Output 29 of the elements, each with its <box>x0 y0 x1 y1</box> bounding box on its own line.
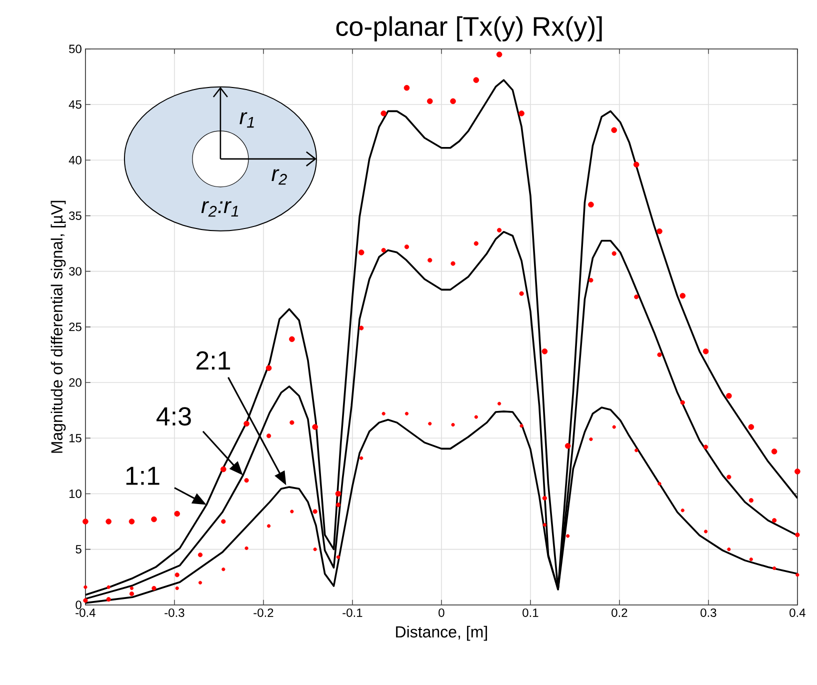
x-tick-label: -0.1 <box>342 608 362 617</box>
x-tick-label: -0.2 <box>254 608 274 617</box>
y-tick-label: 10 <box>69 489 82 498</box>
y-tick-label: 25 <box>69 322 82 332</box>
x-tick-label: -0.3 <box>164 608 184 617</box>
annotation: 4:3 <box>156 407 191 426</box>
y-tick-label: 15 <box>69 434 82 442</box>
chart-title: co-planar [Tx(y) Rx(y)] <box>336 16 602 42</box>
y-axis-title: Magnitude of differential signal, [µV] <box>50 200 66 453</box>
x-tick-label: 0.4 <box>790 608 806 617</box>
x-tick-label: 0.3 <box>700 608 716 617</box>
annotation: 1:1 <box>126 466 160 485</box>
y-tick-label: 45 <box>68 100 82 109</box>
y-tick-label: 30 <box>69 267 82 276</box>
annotation: r$_{1}$ <box>240 112 254 128</box>
y-tick-label: 20 <box>69 378 82 387</box>
y-tick-label: 50 <box>69 44 82 54</box>
y-tick-label: 35 <box>69 211 82 220</box>
x-axis-title: Distance, [m] <box>396 626 487 641</box>
annotation: r$_{2}$ <box>272 169 287 185</box>
x-tick-label: 0.1 <box>522 608 538 617</box>
x-tick-label: 0 <box>438 608 444 617</box>
annotation: r$_{2}$:r$_{1}$ <box>201 201 238 217</box>
y-tick-label: 0 <box>76 600 82 610</box>
y-tick-label: 40 <box>68 156 82 164</box>
x-tick-label: -0.4 <box>76 608 96 617</box>
y-tick-label: 5 <box>76 545 82 554</box>
annotation: 2:1 <box>196 351 230 370</box>
x-tick-label: 0.2 <box>612 608 628 617</box>
